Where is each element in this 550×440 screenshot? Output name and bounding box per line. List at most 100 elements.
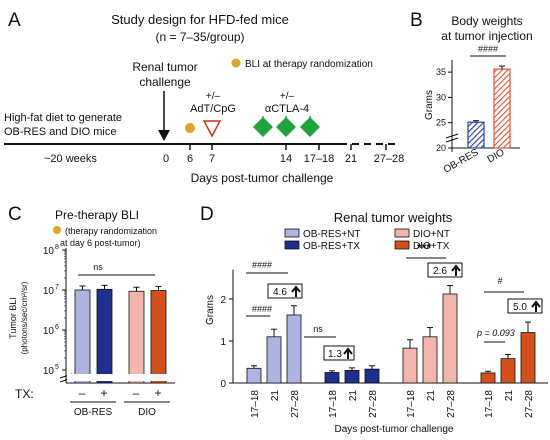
panel-b-title-1: Body weights <box>451 14 522 28</box>
tick-label-6: 6 <box>187 153 193 165</box>
panel-d-bar-2-1 <box>324 372 340 384</box>
panel-d-xtick-label: 17–18 <box>484 390 495 418</box>
sig-ob-nt-top: #### <box>252 260 272 270</box>
tick-label-7: 7 <box>209 153 215 165</box>
fold-dio-nt: 2.6 <box>433 266 447 277</box>
legend-swatch-dio-tx <box>394 240 410 250</box>
panel-d-label: D <box>200 204 214 225</box>
panel-c-ytick-label: 10 <box>43 366 55 377</box>
panel-d-xtick-label: 27–28 <box>524 390 535 418</box>
panel-d-bar-3-1 <box>402 347 418 384</box>
panel-b-ylabel: Grams <box>424 90 435 120</box>
panel-a-xlabel: Days post-tumor challenge <box>191 171 334 185</box>
panel-d: D Renal tumor weights OB-RES+NT OB-RES+T… <box>200 204 548 435</box>
panel-c-label: C <box>8 204 22 225</box>
panel-c-bar-3 <box>128 290 145 384</box>
legend-swatch-ob-nt <box>284 228 300 238</box>
bli-legend-text: BLI at therapy randomization <box>245 59 373 70</box>
panel-d-bar-1-2 <box>266 336 282 384</box>
panel-c-ylabel-2: (photons/sec/cm²/sr) <box>20 281 29 354</box>
panel-c-group-dio: DIO <box>138 407 156 418</box>
panel-c-ylabel-1: Tumor BLI <box>8 297 18 339</box>
panel-d-legend: OB-RES+NT OB-RES+TX DIO+NT DIO+TX <box>284 228 450 252</box>
panel-d-bar-4-1 <box>480 372 496 384</box>
panel-b-ytick-label: 25 <box>436 118 446 128</box>
actla4-dose-3-diamond <box>300 117 320 137</box>
panel-b-bar-ob-res <box>467 121 485 149</box>
panel-d-ytick-label: 0 <box>220 379 226 390</box>
legend-swatch-ob-tx <box>284 240 300 250</box>
fold-ob-nt: 4.6 <box>273 287 287 298</box>
panel-b-label: B <box>410 10 423 31</box>
actla4-dose-3 <box>300 116 320 137</box>
tick-label-27-28: 27–28 <box>374 153 405 165</box>
panel-a-n: (n = 7–35/group) <box>155 30 244 44</box>
p-value-dio-tx: p = 0.093 <box>476 328 515 338</box>
panel-b-plot: 20 25 30 35 OB-RES DIO <box>436 60 520 176</box>
actla4-label: αCTLA-4 <box>265 103 309 115</box>
panel-b-ytick-label: 20 <box>436 143 446 153</box>
panel-a-title: Study design for HFD-fed mice <box>111 12 289 27</box>
sig-ob-nt-low: #### <box>252 304 272 314</box>
fold-box-dio-nt <box>427 262 463 278</box>
panel-c-ytick-label: 10 <box>43 286 55 297</box>
panel-b-title-2: at tumor injection <box>441 29 532 43</box>
panel-b-ytick-label: 35 <box>436 67 446 77</box>
adt-pm: +/– <box>206 91 221 102</box>
panel-c-tx-sign-3: – <box>133 386 140 400</box>
panel-c-tx-label: TX: <box>15 387 34 401</box>
fold-ob-nt-up-arrow-icon <box>291 285 301 297</box>
panel-c-note-2: at day 6 post-tumor) <box>60 238 141 248</box>
panel-c-tx-sign-4: + <box>154 386 161 400</box>
tick-label-14: 14 <box>280 153 292 165</box>
hfd-label-2: OB-RES and DIO mice <box>4 126 116 138</box>
panel-d-bar-3-2 <box>422 336 438 384</box>
panel-b-ytick-label: 30 <box>436 92 446 102</box>
panel-d-xtick-label: 27–28 <box>446 390 457 418</box>
panel-a: A Study design for HFD-fed mice (n = 7–3… <box>4 10 404 185</box>
tick-label-17-18: 17–18 <box>304 153 335 165</box>
challenge-label-2: challenge <box>139 75 191 89</box>
actla4-dose-1-diamond <box>253 117 273 137</box>
panel-d-bar-2-3 <box>364 368 380 384</box>
panel-c-ytick-exponent: 8 <box>55 244 59 251</box>
panel-c-tx-sign-1: – <box>79 386 86 400</box>
panel-b-bar-dio <box>493 68 511 149</box>
actla4-dose-2 <box>276 116 296 137</box>
panel-c-bar-1 <box>74 289 91 384</box>
legend-label-ob-tx: OB-RES+TX <box>303 241 360 252</box>
challenge-label-1: Renal tumor <box>132 60 197 74</box>
panel-d-ytick-label: 2 <box>220 295 226 306</box>
hfd-label-1: High-fat diet to generate <box>4 112 122 124</box>
fold-dio-nt-up-arrow-icon <box>451 264 461 276</box>
panel-c-ytick-label: 10 <box>43 326 55 337</box>
legend-swatch-dio-nt <box>394 228 410 238</box>
panel-b: B Body weights at tumor injection Grams … <box>410 10 533 176</box>
panel-d-ytick-label: 1 <box>220 337 226 348</box>
panel-d-ylabel: Grams <box>205 295 216 325</box>
panel-d-xtick-label: 17–18 <box>328 390 339 418</box>
panel-c-bli-dot <box>53 226 61 234</box>
panel-c-note-1: (therapy randomization <box>65 226 157 236</box>
fold-ob-tx: 1.3 <box>328 349 342 360</box>
panel-d-xtick-label: 17–18 <box>406 390 417 418</box>
panel-c-title: Pre-therapy BLI <box>55 208 139 222</box>
actla4-dose-1 <box>253 116 273 137</box>
legend-label-dio-tx: DIO+TX <box>413 241 450 252</box>
panel-d-xtick-label: 21 <box>348 390 359 402</box>
tick-label-0: 0 <box>163 153 169 165</box>
panel-d-xtick-label: 27–28 <box>290 390 301 418</box>
panel-d-bar-3-3 <box>442 293 458 384</box>
panel-d-xtick-label: 27–28 <box>368 390 379 418</box>
panel-d-xtick-label: 17–18 <box>250 390 261 418</box>
panel-c-tx-sign-2: + <box>100 386 107 400</box>
legend-label-dio-nt: DIO+NT <box>413 229 450 240</box>
fold-box-ob-nt <box>267 283 303 299</box>
sig-ob-tx: ns <box>313 324 323 334</box>
panel-d-xtick-label: 21 <box>426 390 437 402</box>
panel-c-ns: ns <box>93 262 103 272</box>
actla4-pm: +/– <box>280 91 295 102</box>
panel-d-bar-4-3 <box>520 332 536 384</box>
panel-c-ytick-exponent: 6 <box>55 324 59 331</box>
